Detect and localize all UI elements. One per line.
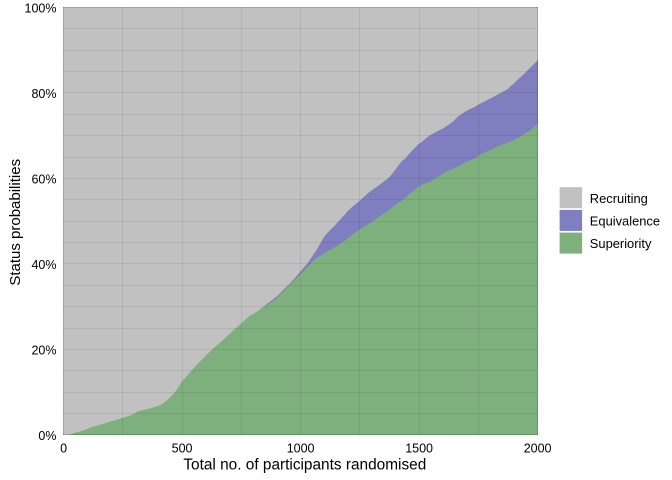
svg-text:1000: 1000 bbox=[287, 441, 315, 455]
svg-text:2000: 2000 bbox=[524, 441, 552, 455]
svg-text:80%: 80% bbox=[31, 87, 56, 101]
svg-text:Status probabilities: Status probabilities bbox=[7, 159, 24, 286]
svg-text:Equivalence: Equivalence bbox=[590, 214, 660, 229]
svg-text:Total no. of participants rand: Total no. of participants randomised bbox=[183, 456, 426, 473]
svg-text:20%: 20% bbox=[31, 344, 56, 358]
svg-text:100%: 100% bbox=[25, 1, 57, 15]
svg-text:Superiority: Superiority bbox=[590, 236, 652, 251]
svg-text:500: 500 bbox=[172, 441, 193, 455]
svg-text:40%: 40% bbox=[31, 258, 56, 272]
svg-text:1500: 1500 bbox=[405, 441, 433, 455]
svg-text:0%: 0% bbox=[38, 429, 56, 443]
svg-text:0: 0 bbox=[60, 441, 67, 455]
svg-text:Recruiting: Recruiting bbox=[590, 191, 648, 206]
svg-text:60%: 60% bbox=[31, 172, 56, 186]
